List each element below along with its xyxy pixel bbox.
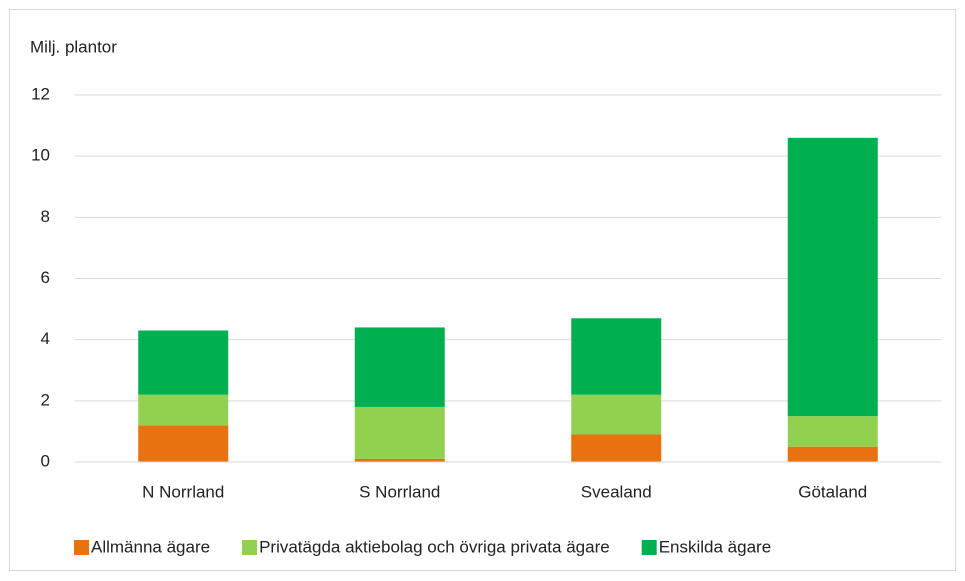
y-tick-label: 10 [31, 146, 50, 165]
legend-swatch [641, 540, 657, 555]
legend-label: Enskilda ägare [659, 537, 771, 556]
y-tick-label: 8 [41, 207, 50, 226]
bar-segment [571, 394, 662, 435]
bar-segment [571, 434, 662, 462]
x-tick-label: Götaland [798, 482, 867, 501]
bar-segment [787, 416, 878, 447]
y-tick-label: 2 [41, 390, 50, 409]
bar-segment [354, 406, 445, 459]
y-tick-label: 6 [41, 268, 50, 287]
bar-segment [787, 446, 878, 462]
y-tick-label: 12 [31, 84, 50, 103]
legend-swatch [242, 540, 258, 555]
x-tick-label: S Norrland [359, 482, 440, 501]
bar-segment [571, 318, 662, 395]
y-axis-label: Milj. plantor [30, 37, 117, 56]
bar-segment [354, 458, 445, 462]
bar-segment [787, 137, 878, 417]
x-tick-label: Svealand [581, 482, 652, 501]
legend-label: Allmänna ägare [91, 537, 210, 556]
x-tick-label: N Norrland [142, 482, 224, 501]
legend-swatch [74, 540, 89, 555]
y-tick-label: 4 [41, 329, 50, 348]
legend-label: Privatägda aktiebolag och övriga privata… [259, 537, 610, 556]
bar-segment [138, 330, 229, 395]
y-tick-label: 0 [41, 451, 50, 470]
bar-segment [354, 327, 445, 407]
bar-segment [138, 425, 229, 462]
bar-segment [138, 394, 229, 426]
